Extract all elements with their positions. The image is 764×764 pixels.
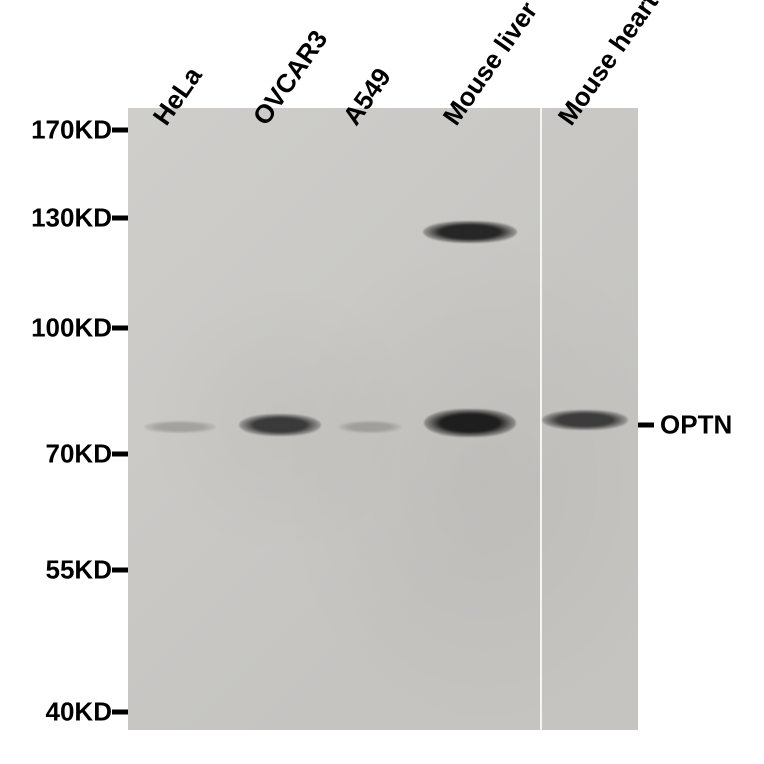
band-mouse-heart-optn [542, 410, 628, 430]
western-blot-figure: 170KD 130KD 100KD 70KD 55KD 40KD HeLa OV… [0, 0, 764, 764]
mw-tick-70 [112, 452, 128, 457]
mw-label-130: 130KD [31, 203, 112, 234]
band-ovcar3-optn [239, 414, 321, 436]
band-mouse-liver-upper [423, 221, 517, 243]
mw-label-170: 170KD [31, 115, 112, 146]
mw-tick-40 [112, 710, 128, 715]
mw-label-40: 40KD [46, 697, 112, 728]
band-hela-optn [144, 421, 216, 433]
band-mouse-liver-optn [424, 409, 516, 437]
mw-label-70: 70KD [46, 439, 112, 470]
mw-tick-170 [112, 128, 128, 133]
band-a549-optn [339, 421, 401, 433]
mw-tick-130 [112, 216, 128, 221]
mw-label-55: 55KD [46, 555, 112, 586]
target-label-optn: OPTN [660, 410, 732, 441]
target-tick-optn [638, 423, 654, 428]
mw-tick-55 [112, 568, 128, 573]
mw-tick-100 [112, 326, 128, 331]
mw-label-100: 100KD [31, 313, 112, 344]
